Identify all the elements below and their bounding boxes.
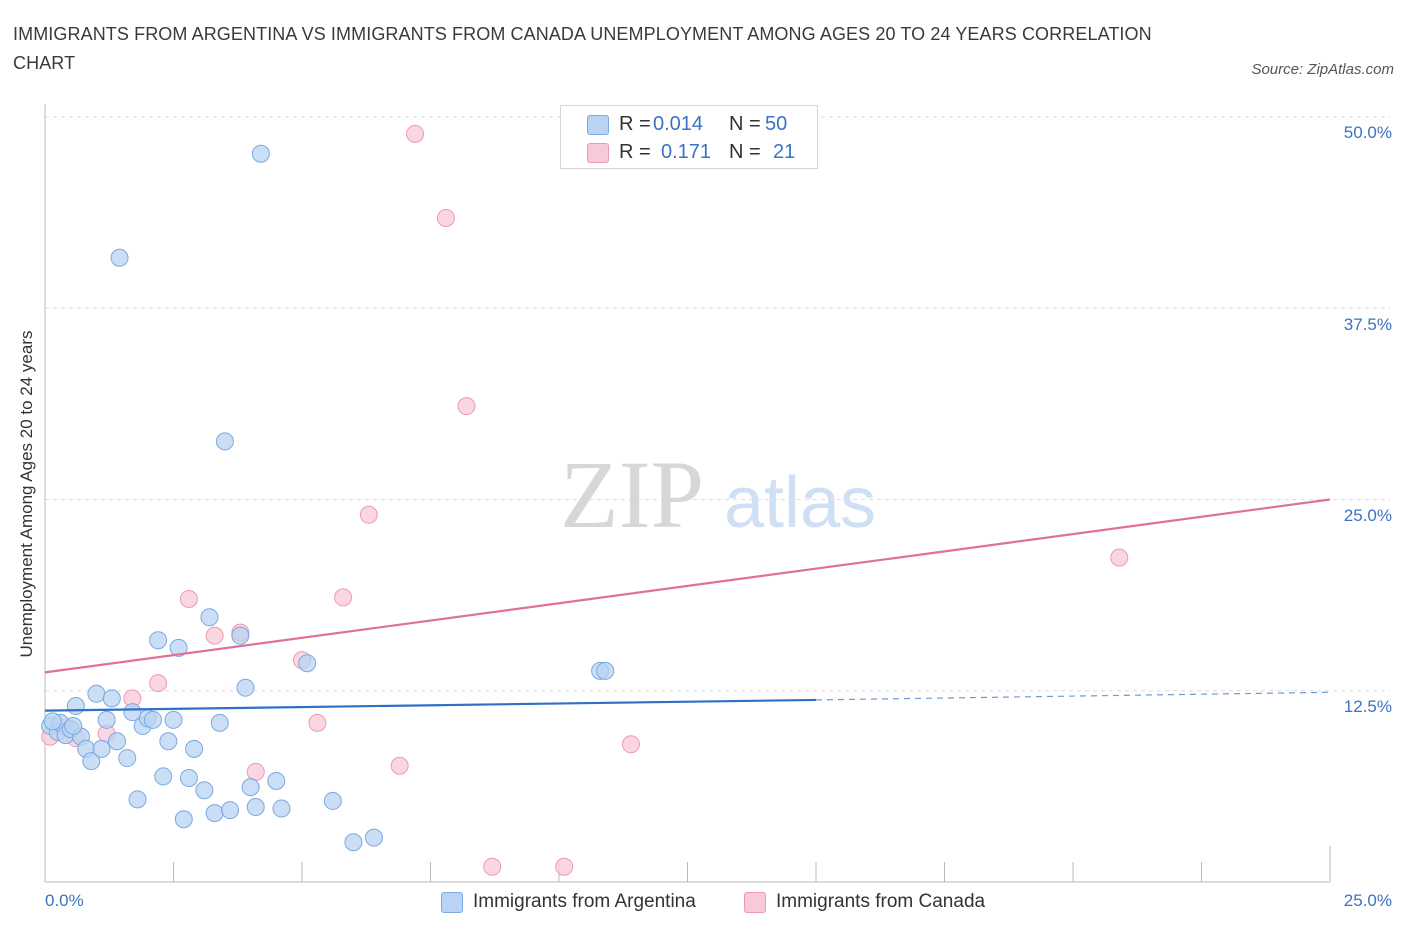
argentina-point <box>87 684 106 703</box>
watermark-zip: ZIP <box>560 441 704 548</box>
y-axis-label: Unemployment Among Ages 20 to 24 years <box>17 330 36 658</box>
argentina-point <box>64 716 83 735</box>
n-label: N = <box>729 141 761 163</box>
argentina-point <box>66 697 85 716</box>
argentina-point <box>205 804 224 823</box>
axes <box>44 104 1331 883</box>
canada-trend-line <box>44 498 1331 674</box>
argentina-point <box>251 144 270 163</box>
argentina-swatch <box>587 115 609 135</box>
argentina-point <box>143 710 162 729</box>
canada-point <box>246 762 265 781</box>
argentina-point <box>110 248 129 267</box>
canada-point <box>179 589 198 608</box>
r-label: R = <box>619 141 651 163</box>
argentina-trend-line <box>44 698 817 712</box>
argentina-point <box>159 732 178 751</box>
gridlines <box>45 116 1390 692</box>
canada-point <box>149 674 168 693</box>
y-tick-label: 12.5% <box>1343 697 1392 716</box>
argentina-point <box>596 661 615 680</box>
argentina-point <box>185 739 204 758</box>
argentina-point <box>118 749 137 768</box>
argentina-point <box>195 781 214 800</box>
legend-label: Immigrants from Canada <box>776 891 986 912</box>
argentina-point <box>344 833 363 852</box>
chart-title: IMMIGRANTS FROM ARGENTINA VS IMMIGRANTS … <box>13 24 1152 73</box>
argentina-point <box>92 739 111 758</box>
argentina-point <box>323 791 342 810</box>
argentina-point <box>246 798 265 817</box>
x-tick-label: 0.0% <box>45 891 84 910</box>
canada-point <box>406 124 425 143</box>
canada-point <box>457 397 476 416</box>
argentina-point <box>236 678 255 697</box>
r-value: 0.014 <box>653 113 704 135</box>
argentina-point <box>97 710 116 729</box>
argentina-point <box>215 432 234 451</box>
argentina-point <box>241 778 260 797</box>
argentina-point <box>169 638 188 657</box>
argentina-point <box>123 703 142 722</box>
argentina-point <box>82 752 101 771</box>
argentina-point <box>128 790 147 809</box>
canada-point <box>436 208 455 227</box>
r-label: R = <box>619 113 651 135</box>
n-label: N = <box>729 113 761 135</box>
argentina-point <box>364 828 383 847</box>
watermark: ZIP atlas <box>560 441 876 548</box>
argentina-point <box>149 631 168 650</box>
n-value: 21 <box>773 141 796 163</box>
series-legend: Immigrants from Argentina Immigrants fro… <box>0 890 1406 916</box>
argentina-point <box>267 772 286 791</box>
argentina-point <box>298 654 317 673</box>
y-tick-label: 25.0% <box>1343 506 1392 525</box>
y-tick-label: 37.5% <box>1343 315 1392 334</box>
stats-legend: R = 0.014 N = 50 R = 0.171 N = 21 <box>560 105 818 169</box>
argentina-point <box>231 626 250 645</box>
canada-point <box>205 626 224 645</box>
argentina-point <box>154 767 173 786</box>
trend-lines <box>44 498 1331 712</box>
argentina-point <box>43 712 62 731</box>
argentina-trend-extension <box>815 691 1331 701</box>
argentina-point <box>210 713 229 732</box>
argentina-point <box>107 732 126 751</box>
watermark-atlas: atlas <box>724 463 876 543</box>
argentina-point <box>164 710 183 729</box>
canada-swatch <box>587 143 609 163</box>
argentina-point <box>179 768 198 787</box>
canada-point <box>483 857 502 876</box>
argentina-point <box>200 608 219 627</box>
argentina-point <box>174 810 193 829</box>
canada-point <box>359 505 378 524</box>
y-tick-label: 50.0% <box>1343 123 1392 142</box>
canada-point <box>308 713 327 732</box>
argentina-swatch <box>441 892 463 913</box>
canada-point <box>334 588 353 607</box>
legend-label: Immigrants from Argentina <box>473 891 696 912</box>
canada-swatch <box>744 892 766 913</box>
n-value: 50 <box>765 113 788 135</box>
series-argentina-points <box>41 144 615 852</box>
argentina-point <box>221 801 240 820</box>
r-value: 0.171 <box>661 141 712 163</box>
canada-point <box>390 756 409 775</box>
argentina-point <box>102 689 121 708</box>
source-label: Source: ZipAtlas.com <box>1251 61 1394 78</box>
argentina-point <box>272 799 291 818</box>
canada-point <box>1110 548 1129 567</box>
canada-point <box>621 735 640 754</box>
canada-point <box>555 857 574 876</box>
x-tick-label: 25.0% <box>1343 891 1392 910</box>
